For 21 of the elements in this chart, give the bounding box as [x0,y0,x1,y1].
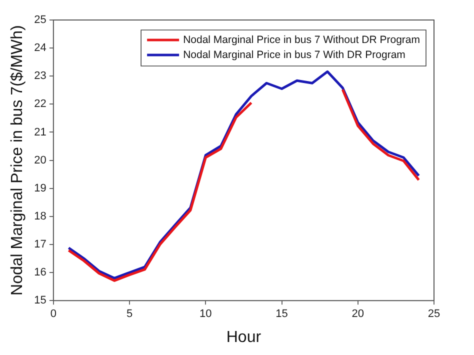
x-tick-label: 10 [200,308,212,320]
y-tick-label: 18 [34,210,46,222]
x-tick-label: 5 [126,308,133,320]
y-tick-label: 24 [34,42,46,54]
x-axis-title: Hour [226,328,262,346]
x-tick-label: 20 [352,308,364,320]
y-tick-label: 20 [34,154,46,166]
y-tick-label: 25 [34,14,46,26]
y-tick-label: 21 [34,126,46,138]
y-axis-title: Nodal Marginal Price in bus 7($/MWh) [9,25,26,296]
y-tick-label: 19 [34,182,46,194]
x-tick-label: 25 [428,308,440,320]
legend-label: Nodal Marginal Price in bus 7 With DR Program [183,48,406,61]
x-tick-label: 0 [50,308,56,320]
y-tick-label: 22 [34,98,46,110]
y-tick-label: 23 [34,70,46,82]
x-tick-label: 15 [276,308,288,320]
legend-label: Nodal Marginal Price in bus 7 Without DR Program [183,34,420,46]
y-tick-label: 16 [34,266,46,279]
y-tick-label: 17 [34,238,46,251]
y-tick-label: 15 [34,294,46,307]
